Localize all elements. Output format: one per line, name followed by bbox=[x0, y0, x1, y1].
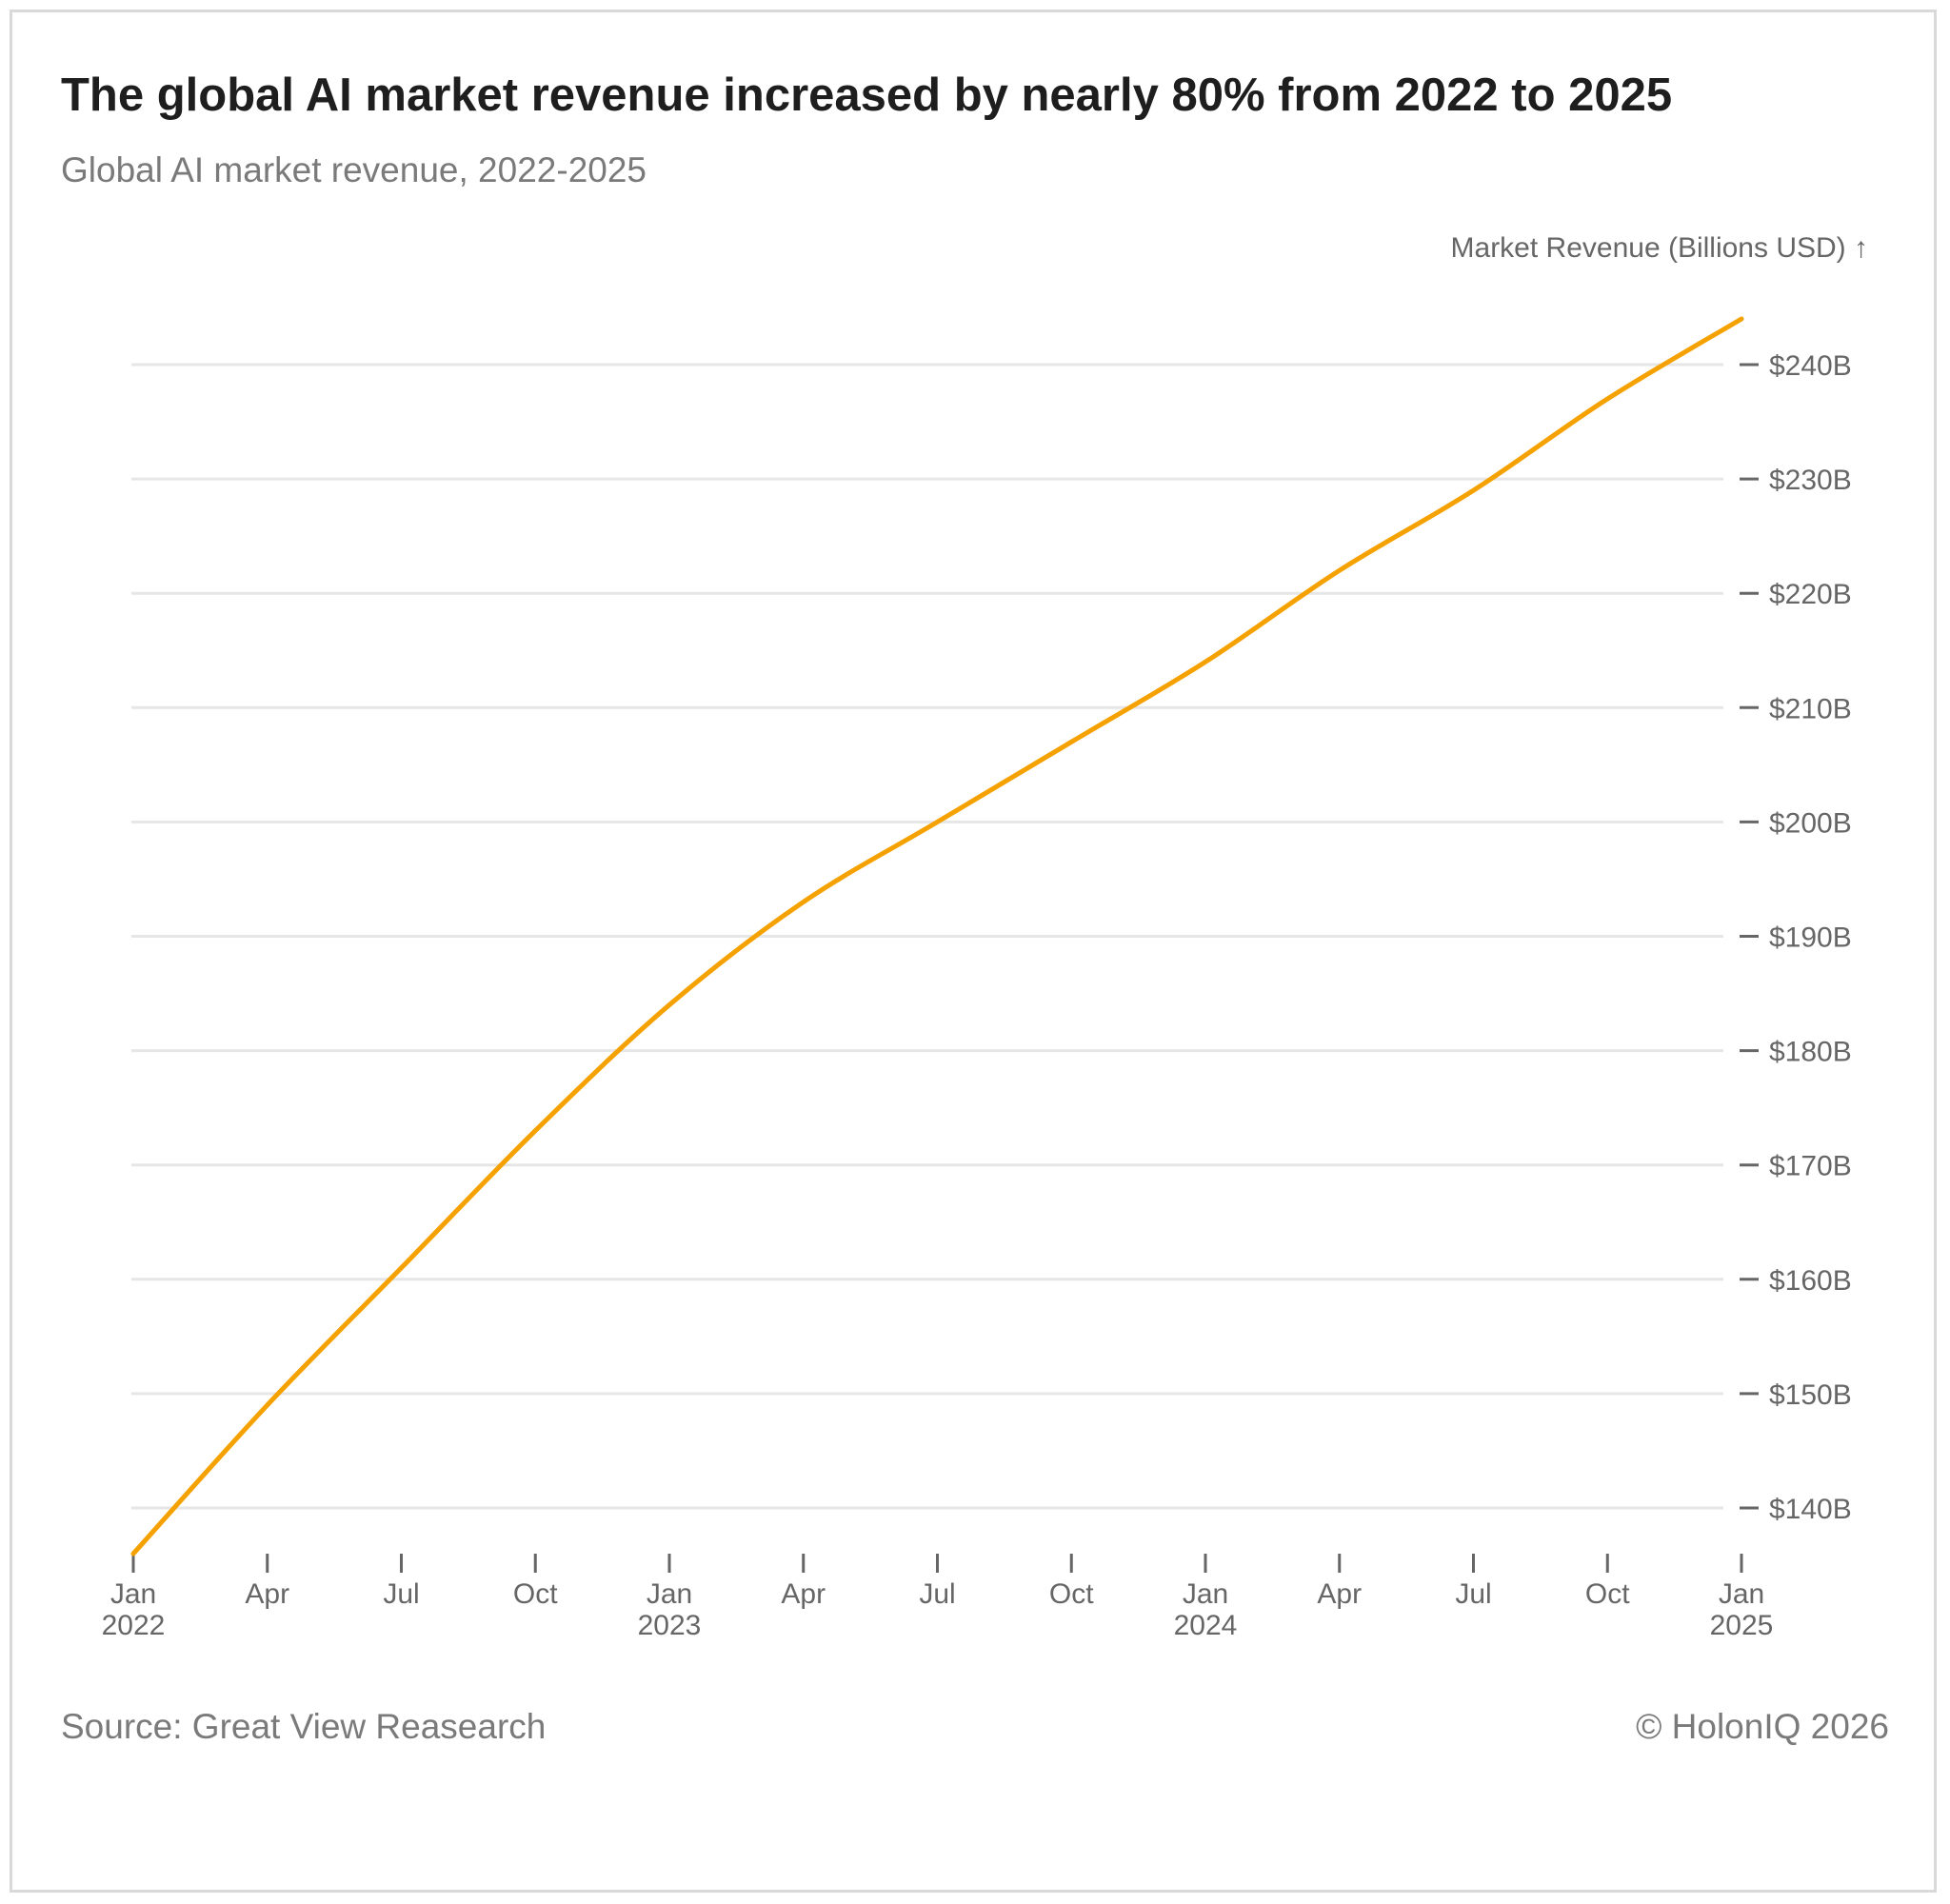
x-tick-label: Jul bbox=[919, 1578, 955, 1610]
x-tick-year-label: 2023 bbox=[638, 1610, 702, 1641]
y-axis: $140B $150B $160B $170B $180B $190B $200B $210B… bbox=[1740, 350, 1852, 1525]
y-tick-label: $220B bbox=[1769, 579, 1852, 610]
chart-card bbox=[10, 10, 1937, 1893]
y-tick-label: $140B bbox=[1769, 1494, 1852, 1525]
y-tick-label: $200B bbox=[1769, 807, 1852, 839]
x-tick-label: Oct bbox=[513, 1578, 558, 1610]
y-axis-label: Market Revenue (Billions USD) ↑ bbox=[1451, 232, 1868, 264]
copyright-note: © HolonIQ 2026 bbox=[1636, 1707, 1889, 1746]
series-line-global-ai-revenue bbox=[130, 316, 1744, 1557]
source-note: Source: Great View Reasearch bbox=[61, 1707, 547, 1746]
x-tick-label: Jan bbox=[1183, 1578, 1228, 1610]
x-tick-label: Apr bbox=[245, 1578, 289, 1610]
y-tick-label: $170B bbox=[1769, 1151, 1852, 1182]
x-tick-label: Jul bbox=[1455, 1578, 1491, 1610]
x-tick-year-label: 2024 bbox=[1174, 1610, 1238, 1641]
x-tick-label: Oct bbox=[1585, 1578, 1630, 1610]
y-tick-label: $210B bbox=[1769, 693, 1852, 724]
y-tick-label: $180B bbox=[1769, 1037, 1852, 1068]
x-tick-label: Apr bbox=[781, 1578, 826, 1610]
x-tick-year-label: 2022 bbox=[102, 1610, 166, 1641]
chart-title: The global AI market revenue increased b… bbox=[61, 69, 1673, 121]
x-tick-label: Jul bbox=[383, 1578, 419, 1610]
chart-subtitle: Global AI market revenue, 2022-2025 bbox=[61, 150, 647, 189]
x-tick-label: Jan bbox=[1719, 1578, 1764, 1610]
x-tick-label: Jan bbox=[110, 1578, 156, 1610]
y-tick-label: $190B bbox=[1769, 922, 1852, 954]
x-tick-label: Apr bbox=[1317, 1578, 1362, 1610]
x-tick-year-label: 2025 bbox=[1710, 1610, 1774, 1641]
x-tick-label: Jan bbox=[647, 1578, 692, 1610]
series bbox=[130, 316, 1744, 1557]
gridlines bbox=[131, 363, 1723, 1510]
y-tick-label: $150B bbox=[1769, 1379, 1852, 1411]
x-tick-label: Oct bbox=[1049, 1578, 1094, 1610]
y-tick-label: $160B bbox=[1769, 1265, 1852, 1297]
y-tick-label: $240B bbox=[1769, 350, 1852, 382]
y-tick-label: $230B bbox=[1769, 465, 1852, 496]
